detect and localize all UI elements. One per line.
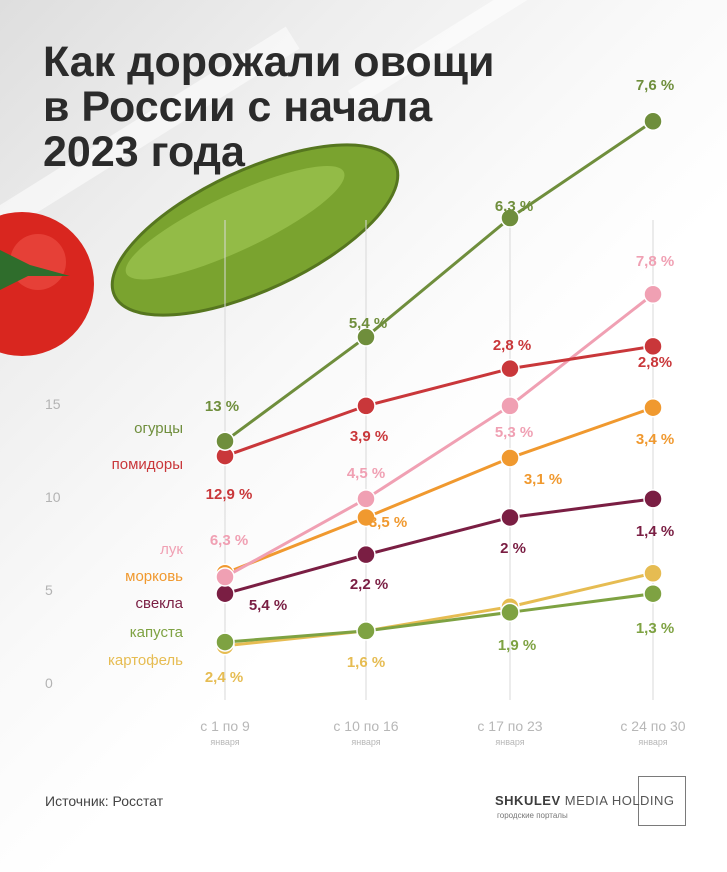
title-line: Как дорожали овощи <box>43 38 495 86</box>
data-label: 2,8% <box>638 354 672 371</box>
series-line <box>223 344 655 458</box>
data-label: 1,6 % <box>347 654 385 671</box>
legend-entry: свекла <box>136 595 184 612</box>
legend-entry: морковь <box>125 568 183 585</box>
data-point <box>356 621 376 641</box>
x-tick-label: с 1 по 9 <box>200 718 250 734</box>
series-line <box>223 406 655 575</box>
data-point <box>500 507 520 528</box>
data-label: 12,9 % <box>206 486 253 503</box>
y-tick-label: 10 <box>45 489 61 505</box>
data-point <box>500 602 520 623</box>
data-label: 1,4 % <box>636 523 674 540</box>
x-tick-sublabel: января <box>210 737 239 747</box>
data-point <box>643 489 663 509</box>
x-tick-label: с 17 по 23 <box>477 718 542 734</box>
data-point <box>643 563 663 584</box>
data-point <box>643 397 663 418</box>
data-label: 2 % <box>500 540 526 557</box>
legend-entry: помидоры <box>112 456 183 473</box>
data-label: 6,3 % <box>210 532 248 549</box>
data-point <box>643 284 663 305</box>
logo-rest: MEDIA HOLDING <box>564 793 675 808</box>
data-label: 7,6 % <box>636 77 674 94</box>
x-tick-label: с 24 по 30 <box>620 718 685 734</box>
y-tick-label: 0 <box>45 675 53 691</box>
legend-entry: лук <box>160 541 183 558</box>
data-point <box>215 567 235 587</box>
data-point <box>356 327 376 347</box>
data-label: 5,4 % <box>349 315 387 332</box>
series-line <box>223 571 655 648</box>
data-point <box>215 431 235 451</box>
legend-entry: капуста <box>130 624 184 641</box>
data-point <box>500 208 520 228</box>
data-label: 13 % <box>205 398 239 415</box>
legend-entry: картофель <box>108 652 183 669</box>
x-tick-sublabel: января <box>638 737 667 747</box>
data-point <box>215 583 235 604</box>
data-point <box>643 583 663 604</box>
tomato-illustration <box>0 212 94 356</box>
data-label: 2,8 % <box>493 337 531 354</box>
logo-subtitle: городские порталы <box>497 811 568 820</box>
data-label: 3,9 % <box>350 428 388 445</box>
data-label: 1,9 % <box>498 637 536 654</box>
data-point <box>643 336 663 357</box>
data-point <box>356 396 376 416</box>
data-point <box>215 632 235 652</box>
data-label: 4,5 % <box>347 465 385 482</box>
y-tick-label: 15 <box>45 396 61 412</box>
data-label: 6,3 % <box>495 198 533 215</box>
y-tick-label: 5 <box>45 582 53 598</box>
data-point <box>643 111 663 132</box>
data-label: 2,4 % <box>205 669 243 686</box>
data-label: 3,4 % <box>636 431 674 448</box>
logo-text: SHKULEV MEDIA HOLDING <box>495 793 675 808</box>
data-point <box>500 448 520 468</box>
x-tick-sublabel: января <box>495 737 524 747</box>
data-label: 2,2 % <box>350 576 388 593</box>
series-line <box>223 497 655 596</box>
data-label: 3,1 % <box>524 471 562 488</box>
data-label: 7,8 % <box>636 253 674 270</box>
data-label: 5,3 % <box>495 424 533 441</box>
data-label: 3,5 % <box>369 514 407 531</box>
data-point <box>356 489 376 509</box>
data-label: 5,4 % <box>249 597 287 614</box>
data-point <box>500 358 520 379</box>
page-title: Как дорожали овощи в России с начала 202… <box>43 40 583 175</box>
data-point <box>356 544 376 565</box>
data-point <box>500 396 520 416</box>
source-note: Источник: Росстат <box>45 793 164 809</box>
data-label: 1,3 % <box>636 620 674 637</box>
logo-frame <box>638 776 686 826</box>
title-line: в России с начала <box>43 83 433 131</box>
series-line <box>223 292 655 579</box>
series-line <box>223 592 655 644</box>
legend-entry: огурцы <box>134 420 183 437</box>
title-line: 2023 года <box>43 128 245 176</box>
x-tick-sublabel: января <box>351 737 380 747</box>
series-line <box>223 119 655 443</box>
logo-brand: SHKULEV <box>495 793 561 808</box>
cucumber-illustration <box>110 143 400 317</box>
x-tick-label: с 10 по 16 <box>333 718 398 734</box>
